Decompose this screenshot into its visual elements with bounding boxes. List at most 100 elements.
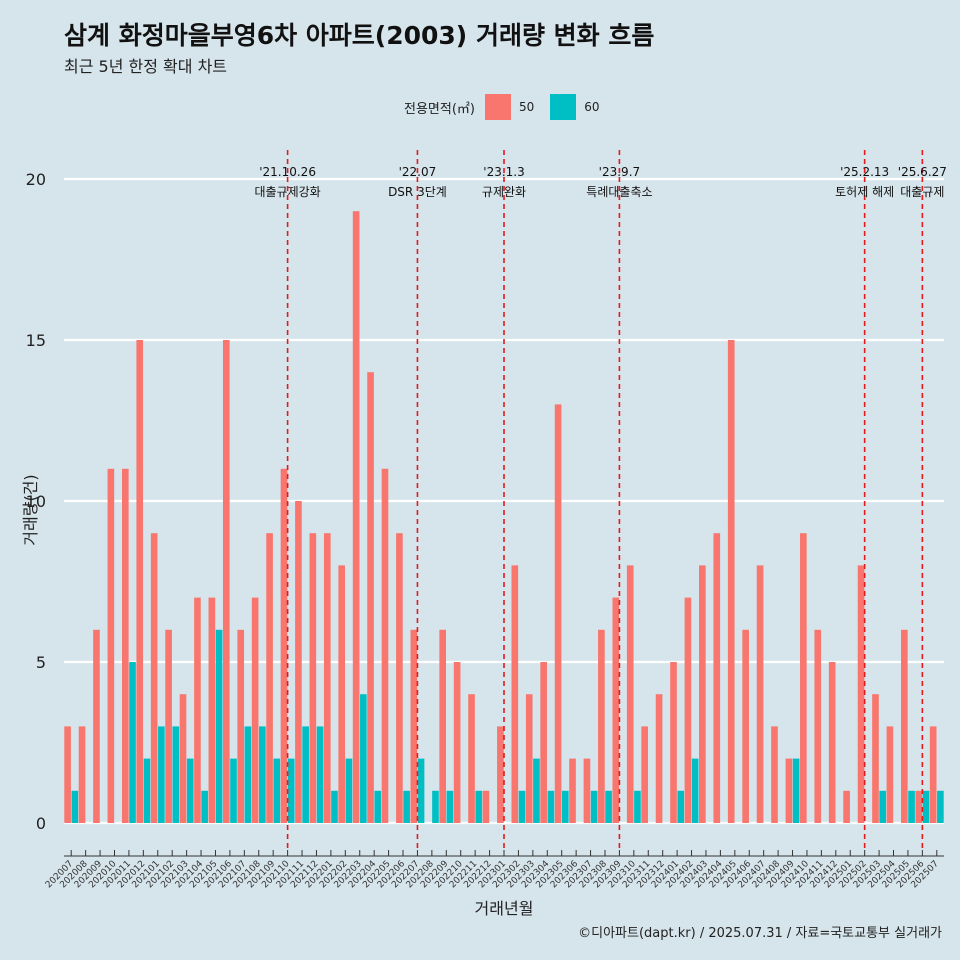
legend-label-50: 50: [518, 100, 535, 114]
chart-subtitle: 최근 5년 한정 확대 차트: [64, 57, 228, 76]
bar-60-202012: [143, 758, 151, 823]
bar-50-202205: [381, 468, 389, 823]
bar-50-202105: [208, 597, 216, 823]
event-date: '21.10.26: [259, 165, 316, 179]
bar-50-202102: [165, 629, 172, 823]
bar-60-202107: [244, 726, 252, 823]
bar-50-202312: [655, 694, 663, 823]
bar-50-202112: [309, 533, 317, 823]
y-tick-label: 0: [36, 814, 46, 833]
bar-60-202409: [792, 758, 800, 823]
bar-50-202201: [323, 533, 331, 823]
bar-50-202405: [727, 340, 735, 823]
bar-60-202011: [129, 662, 136, 823]
bar-50-202206: [396, 533, 403, 823]
event-date: '23.1.3: [483, 165, 524, 179]
event-label: 특례대출축소: [586, 185, 652, 199]
bar-60-202101: [158, 726, 165, 823]
bar-60-202104: [201, 790, 208, 823]
event-date: '22.07: [399, 165, 437, 179]
bar-50-202305: [554, 404, 562, 823]
bar-60-202102: [172, 726, 180, 823]
bar-50-202303: [525, 694, 533, 823]
event-date: '23.9.7: [599, 165, 640, 179]
bar-60-202310: [634, 790, 641, 823]
bar-50-202103: [179, 694, 187, 823]
bar-60-202105: [215, 629, 223, 823]
y-tick-label: 20: [26, 170, 46, 189]
bar-60-202305: [561, 790, 569, 823]
bar-50-202209: [439, 629, 447, 823]
event-label: 토허제 해제: [835, 185, 894, 199]
bar-60-202303: [533, 758, 540, 823]
bar-50-202309: [612, 597, 620, 823]
bar-50-202408: [771, 726, 778, 823]
bar-60-202201: [331, 790, 338, 823]
legend: 전용면적(㎡) 50 60: [404, 94, 616, 120]
bar-50-202401: [670, 662, 677, 823]
bar-50-202207: [410, 629, 418, 823]
bar-50-202009: [93, 629, 100, 823]
bar-60-202109: [273, 758, 281, 823]
bar-60-202202: [345, 758, 353, 823]
bar-50-202506: [915, 790, 923, 823]
event-date: '25.2.13: [840, 165, 889, 179]
legend-key-60: [550, 94, 577, 120]
bar-60-202302: [518, 790, 526, 823]
bar-50-202110: [280, 468, 288, 823]
event-date: '25.6.27: [898, 165, 947, 179]
bar-50-202307: [583, 758, 591, 823]
bar-50-202505: [901, 629, 908, 823]
bar-60-202207: [417, 758, 425, 823]
bar-50-202211: [468, 694, 475, 823]
bar-50-202111: [295, 501, 302, 823]
bar-60-202211: [475, 790, 483, 823]
bar-60-202110: [287, 758, 295, 823]
bar-50-202302: [511, 565, 519, 823]
y-axis-title: 거래량(건): [21, 474, 40, 545]
bar-60-202106: [230, 758, 237, 823]
bar-50-202503: [872, 694, 879, 823]
bar-50-202304: [540, 662, 547, 823]
bar-50-202311: [641, 726, 648, 823]
x-axis-title: 거래년월: [475, 899, 534, 918]
bar-50-202409: [785, 758, 793, 823]
bar-50-202501: [843, 790, 850, 823]
bar-50-202306: [569, 758, 576, 823]
bar-50-202402: [684, 597, 692, 823]
bar-50-202412: [828, 662, 836, 823]
event-label: 대출규제: [900, 185, 944, 199]
bar-60-202307: [590, 790, 598, 823]
chart-title: 삼계 화정마을부영6차 아파트(2003) 거래량 변화 흐름: [64, 21, 655, 50]
bar-60-202506: [922, 790, 930, 823]
bar-60-202402: [691, 758, 699, 823]
bar-60-202103: [186, 758, 194, 823]
bar-50-202011: [121, 468, 129, 823]
bar-50-202202: [338, 565, 346, 823]
bar-50-202406: [742, 629, 749, 823]
bar-50-202404: [713, 533, 721, 823]
bar-50-202107: [237, 629, 245, 823]
caption: ©디아파트(dapt.kr) / 2025.07.31 / 자료=국토교통부 실…: [578, 926, 942, 941]
bar-50-202210: [453, 662, 461, 823]
bar-50-202403: [699, 565, 706, 823]
bar-50-202212: [482, 790, 490, 823]
bar-50-202407: [756, 565, 764, 823]
y-tick-label: 5: [36, 653, 46, 672]
bar-50-202310: [626, 565, 634, 823]
bar-60-202206: [403, 790, 410, 823]
bar-50-202109: [266, 533, 273, 823]
bar-60-202507: [937, 790, 944, 823]
y-tick-label: 10: [26, 492, 46, 511]
bar-50-202010: [107, 468, 115, 823]
bar-50-202108: [251, 597, 259, 823]
bar-60-202112: [316, 726, 324, 823]
bar-50-202012: [136, 340, 144, 823]
bar-50-202204: [367, 372, 374, 823]
bar-60-202304: [547, 790, 555, 823]
bar-60-202505: [908, 790, 915, 823]
bar-50-202502: [857, 565, 865, 823]
y-tick-label: 15: [26, 331, 46, 350]
